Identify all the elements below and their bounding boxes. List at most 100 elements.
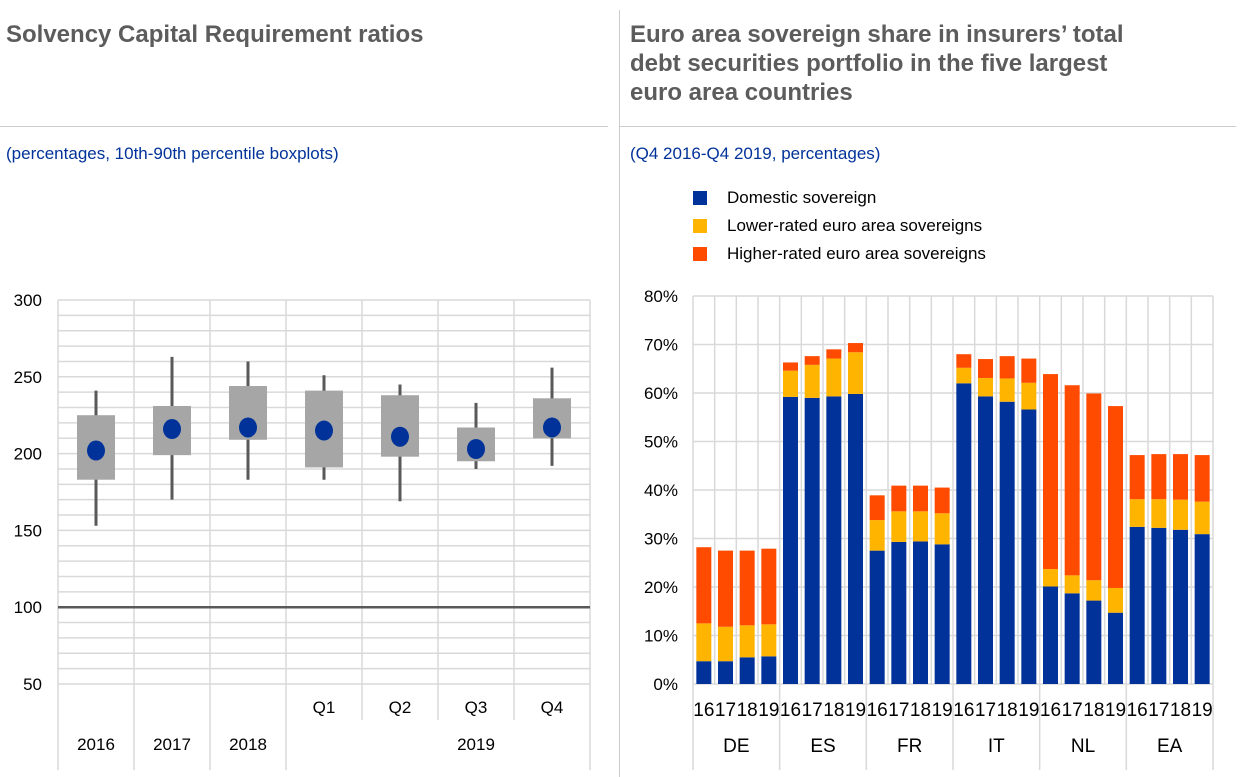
bar-segment <box>783 396 798 684</box>
y-tick-label: 0% <box>653 675 678 694</box>
bar-segment <box>913 485 928 512</box>
bar-segment <box>718 626 733 662</box>
y-tick-label: 20% <box>644 578 678 597</box>
bar-segment <box>1086 580 1102 601</box>
x-tick-label: 16 <box>953 700 974 721</box>
x-tick-label: Q2 <box>389 698 412 717</box>
bar-segment <box>869 550 885 684</box>
bar-segment <box>934 513 950 545</box>
x-tick-label: 17 <box>1148 700 1169 721</box>
bar-segment <box>1173 454 1188 500</box>
bar-segment <box>739 625 755 658</box>
legend-item-domestic: Domestic sovereign <box>693 188 876 208</box>
bar-segment <box>1043 569 1058 587</box>
bar-segment <box>869 495 885 521</box>
x-tick-label: 19 <box>845 700 866 721</box>
bar-segment <box>804 364 820 398</box>
x-group-label: 2019 <box>457 735 495 754</box>
bar-segment <box>826 358 842 397</box>
bar-segment <box>1194 455 1210 502</box>
y-tick-label: 100 <box>14 598 42 617</box>
box <box>381 395 419 457</box>
legend-item-lower-rated: Lower-rated euro area sovereigns <box>693 216 982 236</box>
x-tick-label: 18 <box>910 700 931 721</box>
bar-segment <box>999 356 1015 379</box>
bar-segment <box>978 359 993 378</box>
x-tick-label: 17 <box>1062 700 1083 721</box>
bar-segment <box>761 548 777 625</box>
y-tick-label: 10% <box>644 627 678 646</box>
bar-segment <box>934 544 950 684</box>
x-tick-label: 17 <box>975 700 996 721</box>
divider <box>620 126 1236 127</box>
x-tick-label: 19 <box>1018 700 1039 721</box>
bar-segment <box>999 401 1015 684</box>
legend-swatch <box>693 191 707 205</box>
country-label: DE <box>723 736 749 757</box>
x-tick-label: 19 <box>758 700 779 721</box>
bar-segment <box>956 354 972 368</box>
x-tick-label: 16 <box>867 700 888 721</box>
legend-swatch <box>693 219 707 233</box>
x-group-label: 2016 <box>77 735 115 754</box>
bar-segment <box>739 550 755 626</box>
bar-segment <box>1064 575 1080 594</box>
bar-segment <box>848 393 863 684</box>
bar-segment <box>1151 499 1167 528</box>
bar-segment <box>934 487 950 514</box>
bar-segment <box>696 547 712 624</box>
bar-segment <box>1173 499 1188 530</box>
bar-segment <box>848 343 863 353</box>
left-chart-subtitle: (percentages, 10th-90th percentile boxpl… <box>6 144 339 163</box>
x-group-label: 2018 <box>229 735 267 754</box>
bar-segment <box>1194 534 1210 684</box>
legend-swatch <box>693 247 707 261</box>
bar-segment <box>1108 406 1123 588</box>
bar-segment <box>761 624 777 657</box>
median-marker <box>467 438 485 459</box>
bar-segment <box>848 352 863 394</box>
bar-segment <box>1129 526 1145 684</box>
x-tick-label: 19 <box>1105 700 1126 721</box>
y-tick-label: 70% <box>644 336 678 355</box>
y-tick-label: 250 <box>14 368 42 387</box>
bar-segment <box>826 396 842 684</box>
bar-segment <box>1151 527 1167 684</box>
bar-segment <box>1043 586 1058 684</box>
x-tick-label: 19 <box>1192 700 1213 721</box>
bar-segment <box>869 520 885 551</box>
bar-segment <box>913 511 928 542</box>
median-marker <box>163 419 181 440</box>
bar-segment <box>804 397 820 684</box>
y-tick-label: 50% <box>644 433 678 452</box>
median-marker <box>391 426 409 447</box>
bar-segment <box>1021 382 1037 410</box>
bar-segment <box>1129 455 1145 500</box>
title-line: euro area countries <box>630 79 853 106</box>
x-tick-label: 18 <box>823 700 844 721</box>
y-tick-label: 60% <box>644 384 678 403</box>
x-tick-label: 16 <box>1040 700 1061 721</box>
y-tick-label: 300 <box>14 291 42 310</box>
x-tick-label: 17 <box>888 700 909 721</box>
bar-segment <box>1194 501 1210 535</box>
bar-segment <box>696 661 712 684</box>
legend-label: Higher-rated euro area sovereigns <box>727 244 986 263</box>
bar-segment <box>718 550 733 627</box>
x-tick-label: 19 <box>932 700 953 721</box>
legend-item-higher-rated: Higher-rated euro area sovereigns <box>693 244 986 264</box>
median-marker <box>239 417 257 438</box>
y-tick-label: 40% <box>644 481 678 500</box>
x-tick-label: 18 <box>1083 700 1104 721</box>
x-tick-label: 18 <box>997 700 1018 721</box>
x-tick-label: 17 <box>802 700 823 721</box>
country-label: NL <box>1071 736 1095 757</box>
bar-segment <box>1108 612 1123 684</box>
x-tick-label: 16 <box>780 700 801 721</box>
x-tick-label: 18 <box>737 700 758 721</box>
country-label: IT <box>988 736 1005 757</box>
y-tick-label: 150 <box>14 521 42 540</box>
bar-segment <box>804 356 820 365</box>
bar-segment <box>978 396 993 684</box>
